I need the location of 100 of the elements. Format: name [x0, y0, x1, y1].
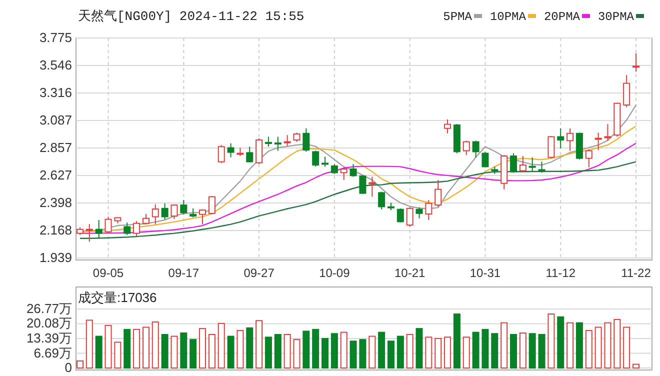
bar	[180, 332, 188, 368]
bar	[510, 334, 517, 368]
bar	[161, 334, 168, 368]
bar	[246, 327, 254, 368]
candlestick	[472, 140, 480, 158]
bar	[312, 328, 320, 368]
x-tick-label: 09-05	[92, 266, 124, 280]
bar	[86, 320, 93, 368]
bar	[236, 330, 244, 368]
x-tick-label: 10-31	[470, 266, 501, 280]
bar	[133, 328, 140, 368]
candlestick	[482, 151, 489, 168]
y-tick-label: 26.77万	[26, 301, 72, 316]
candlestick	[359, 174, 366, 195]
bar	[548, 314, 555, 368]
bar	[453, 314, 460, 368]
candlestick	[312, 150, 320, 168]
candlestick	[594, 132, 602, 151]
bar	[604, 322, 612, 368]
x-tick-label: 11-22	[621, 266, 652, 280]
candlestick	[632, 52, 640, 72]
y-tick-label: 3.546	[39, 57, 72, 72]
candlestick	[604, 124, 612, 142]
bar	[190, 339, 197, 368]
bar	[114, 342, 122, 368]
bar	[406, 334, 414, 368]
y-tick-label: 0	[64, 360, 72, 375]
candlestick	[124, 222, 131, 236]
bar	[142, 326, 150, 368]
candlestick	[133, 220, 140, 237]
bar	[594, 326, 602, 368]
bar	[528, 333, 536, 368]
candlestick	[566, 128, 574, 152]
bar	[519, 332, 526, 368]
bar	[256, 320, 263, 368]
legend-label: 20PMA	[544, 10, 581, 24]
bar	[359, 339, 366, 368]
bar	[491, 333, 498, 368]
candlestick	[330, 164, 338, 174]
bar	[632, 364, 640, 368]
y-tick-label: 1.939	[39, 250, 72, 265]
bar	[416, 328, 423, 368]
candlestick	[104, 216, 112, 234]
candlestick	[95, 220, 102, 239]
candlestick	[548, 136, 555, 159]
bar	[264, 336, 272, 368]
candlestick	[180, 200, 188, 215]
candlestick	[406, 206, 414, 228]
chart-title: 成交量:17036	[78, 290, 157, 305]
bar	[227, 336, 234, 368]
bar	[576, 322, 583, 368]
bar	[274, 334, 282, 368]
x-tick-label: 11-12	[546, 266, 576, 280]
legend-label: 10PMA	[490, 10, 527, 24]
candlestick	[142, 214, 150, 225]
y-tick-label: 2.857	[39, 140, 72, 155]
candlestick	[199, 208, 206, 225]
candlestick	[623, 74, 630, 108]
bar	[462, 336, 470, 368]
candlestick	[462, 140, 470, 156]
candlestick	[585, 148, 592, 168]
x-tick-label: 09-27	[244, 266, 275, 280]
y-tick-label: 2.398	[39, 195, 72, 210]
x-tick-label: 10-21	[394, 266, 426, 280]
candlestick	[302, 128, 310, 152]
y-tick-label: 13.39万	[26, 330, 72, 346]
bar	[557, 316, 564, 368]
bar	[124, 328, 131, 368]
bar	[434, 338, 442, 368]
bar	[340, 332, 348, 368]
y-tick-label: 2.627	[39, 168, 72, 183]
chart-title: 天然气[NG00Y] 2024-11-22 15:55	[78, 9, 304, 24]
y-tick-label: 3.775	[39, 30, 72, 45]
candlestick	[434, 179, 442, 208]
bar	[444, 336, 452, 368]
candlestick	[170, 204, 178, 220]
bar	[472, 332, 480, 368]
candlestick	[274, 136, 282, 152]
x-tick-label: 10-09	[319, 266, 350, 280]
candlestick	[227, 142, 234, 158]
bar	[585, 330, 592, 368]
y-tick-label: 20.08万	[26, 316, 72, 331]
candlestick	[425, 200, 432, 221]
candlestick	[378, 191, 386, 210]
bar	[104, 324, 112, 368]
candlestick	[416, 206, 423, 219]
bar	[293, 339, 300, 368]
candlestick	[396, 208, 404, 223]
candlestick	[368, 176, 376, 198]
bar	[396, 336, 404, 368]
bar	[152, 321, 159, 368]
bar	[425, 336, 432, 368]
bar	[199, 328, 206, 368]
y-tick-label: 2.168	[39, 222, 72, 238]
y-tick-label: 3.087	[39, 112, 72, 128]
candlestick	[161, 202, 168, 220]
legend-label: 5PMA	[443, 10, 473, 24]
bar	[387, 340, 394, 368]
candlestick	[350, 164, 357, 178]
y-tick-label: 6.69万	[34, 345, 72, 360]
